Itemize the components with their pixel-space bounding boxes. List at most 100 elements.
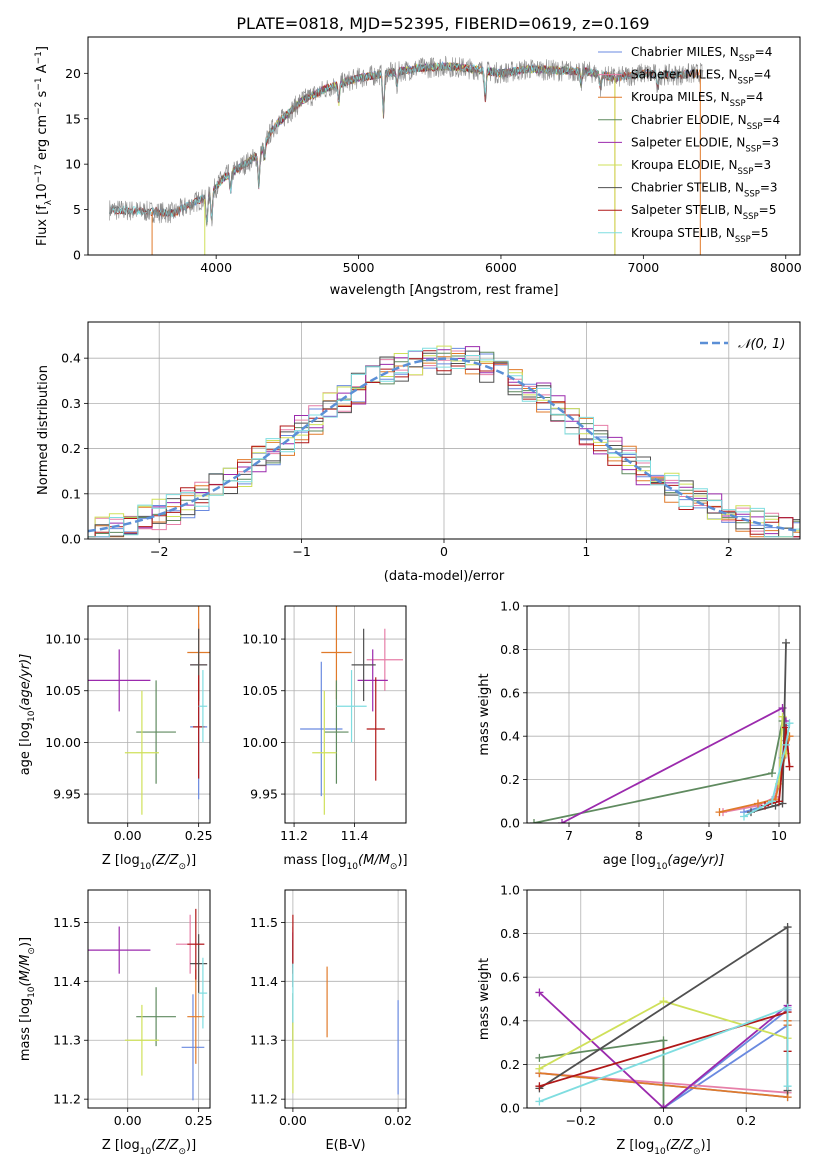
x-axis-label: age [log10(age/yr)] [603, 853, 725, 872]
legend-item: Salpeter MILES, NSSP=4 [631, 68, 771, 87]
mass-weight-marker [659, 1036, 668, 1045]
legend-sub: SSP [738, 167, 754, 177]
x-axis-label-part: 10 [140, 862, 152, 872]
x-axis-label-part: (Z/Z [151, 1138, 179, 1153]
x-axis-label-part: Z [log [102, 853, 140, 868]
x-tick-label: −2 [150, 544, 168, 559]
x-tick-label: 2 [725, 544, 733, 559]
mass-weight-marker [530, 819, 538, 823]
error-bar-point [187, 969, 205, 1064]
x-tick-label: −0.2 [566, 1113, 596, 1128]
mass-weight-marker [783, 1082, 792, 1091]
y-tick-label: 10.05 [242, 683, 278, 698]
legend-suffix: =3 [761, 135, 779, 149]
y-tick-label: 0.4 [500, 729, 520, 744]
x-axis-label-part: age [log [603, 853, 656, 868]
plot-area-mass_vs_Z [88, 908, 208, 1101]
x-axis-label: wavelength [Angstrom, rest frame] [330, 283, 559, 298]
y-tick-label: 0.1 [61, 486, 81, 501]
y-tick-label: 0.4 [61, 351, 81, 366]
y-tick-label: 10.10 [45, 632, 81, 647]
plot-area-age_vs_mass [300, 606, 403, 815]
y-axis-label: mass weight [477, 673, 492, 755]
x-axis-label-part: 10 [347, 862, 359, 872]
mass-weight-marker [775, 797, 783, 806]
panel-mass_vs_Z: 0.00 0.25 11.2 11.3 11.4 11.5 [53, 889, 213, 1128]
x-tick-label: 0.2 [736, 1113, 756, 1128]
x-axis-label-part: ⊙ [390, 862, 398, 872]
panel-massweight_vs_age: 7 8 9 10 0.0 0.2 0.4 0.6 0.8 1.0 [500, 599, 801, 843]
y-axis-label: Normed distribution [36, 365, 51, 495]
legend-item: Salpeter STELIB, NSSP=5 [631, 203, 776, 222]
mass-weight-marker [754, 799, 762, 808]
legend-sub: SSP [743, 212, 759, 222]
y-tick-label: 5 [73, 202, 81, 217]
axes-frame [87, 321, 801, 540]
y-tick-label: 11.3 [250, 1033, 278, 1048]
axes-frame [284, 889, 407, 1109]
legend-label: Kroupa STELIB, N [631, 226, 735, 240]
y-axis-label-part: ] [35, 46, 50, 51]
y-axis-label-part: 10 [27, 986, 37, 998]
mass-weight-marker [783, 923, 792, 932]
mass-weight-marker [715, 808, 724, 817]
residual-histogram [88, 350, 800, 538]
legend-item: Kroupa STELIB, NSSP=5 [631, 226, 769, 245]
legend-label: Chabrier STELIB, N [631, 181, 744, 195]
y-tick-label: 11.5 [250, 915, 278, 930]
residual-histogram [88, 351, 800, 538]
y-tick-label: 0.6 [500, 685, 520, 700]
y-tick-label: 11.2 [250, 1092, 278, 1107]
mass-weight-marker [740, 812, 748, 821]
mass-weight-marker [768, 769, 776, 778]
legend-label: Salpeter MILES, N [631, 68, 738, 82]
y-axis-label: mass weight [477, 958, 492, 1040]
x-tick-label: 0.0 [654, 1113, 674, 1128]
axes-frame [87, 889, 211, 1109]
y-axis-label-part: erg cm [35, 115, 50, 164]
plot-area-age_vs_Z [88, 606, 210, 815]
y-tick-label: 10.05 [45, 683, 81, 698]
residual-histogram [88, 350, 800, 538]
y-axis-label-part: )] [18, 937, 33, 947]
error-bar-point [187, 908, 205, 980]
y-tick-label: 10.00 [45, 735, 81, 750]
y-tick-label: 9.95 [250, 787, 278, 802]
x-tick-label: 4000 [200, 260, 232, 275]
x-tick-label: 0.00 [114, 828, 142, 843]
error-bar-point [336, 670, 367, 743]
x-tick-label: 0.00 [279, 1113, 307, 1128]
y-axis-label-part: (age/yr)] [18, 654, 33, 711]
mass-weight-marker [535, 988, 544, 997]
error-bar-point [124, 1004, 159, 1076]
mass-weight-marker [558, 819, 566, 823]
mass-weight-marker [782, 740, 790, 749]
x-tick-label: 8 [635, 828, 643, 843]
spectrum-data-line [109, 55, 704, 227]
y-axis-label: mass [log10(M/M⊙)] [18, 937, 37, 1061]
y-axis-label-part: −17 [34, 164, 44, 183]
legend-sub: SSP [745, 144, 761, 154]
axes-frame [526, 889, 801, 1109]
legend-sub: SSP [739, 54, 755, 64]
y-tick-label: 0.2 [61, 441, 81, 456]
mass-weight-marker [768, 797, 776, 806]
x-tick-label: 10 [771, 828, 787, 843]
y-tick-label: 0.2 [500, 1057, 520, 1072]
x-axis-label-part: 10 [656, 862, 668, 872]
x-tick-label: 0.25 [185, 828, 213, 843]
x-tick-label: 7000 [627, 260, 659, 275]
legend-label: Kroupa MILES, N [631, 90, 730, 104]
error-bar-point [136, 680, 176, 784]
legend-sub: SSP [730, 99, 746, 109]
mass-weight-marker [535, 1064, 544, 1073]
x-tick-label: 11.4 [341, 828, 369, 843]
y-axis-label-part: age [log [18, 722, 33, 775]
x-axis-label: E(B-V) [325, 1138, 365, 1153]
y-tick-label: 0.0 [500, 1101, 520, 1116]
x-axis-label: (data-model)/error [384, 569, 505, 584]
x-tick-label: −1 [292, 544, 310, 559]
y-axis-label-part: 10 [27, 710, 37, 722]
